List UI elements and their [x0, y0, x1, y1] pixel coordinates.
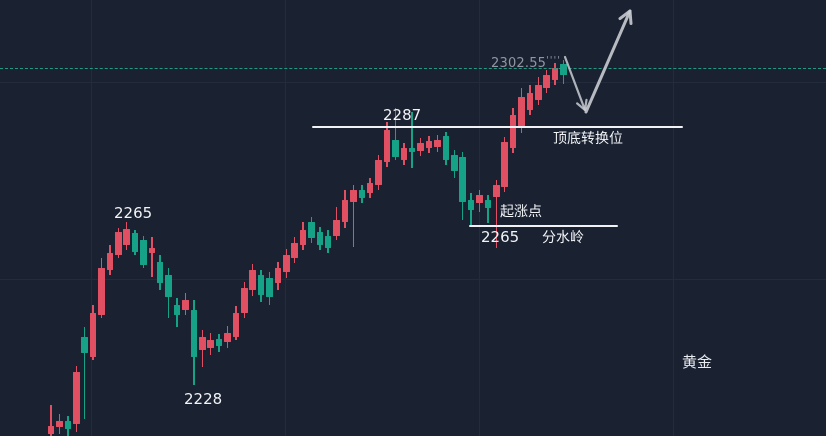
candle-body [148, 248, 156, 253]
candle-body [484, 199, 492, 209]
candle-body [341, 199, 349, 222]
candle-body [392, 140, 399, 157]
support-note-above-label[interactable]: 起涨点 [500, 204, 542, 220]
candle-wick [352, 184, 355, 247]
candle-body [64, 421, 71, 430]
candle-body [308, 221, 315, 238]
candle-body [47, 426, 55, 434]
candle-body [509, 114, 517, 148]
bar-countdown-ticks: '''' [546, 55, 561, 66]
gridline-vertical [91, 0, 92, 436]
candle-body [257, 275, 265, 295]
candle-body [81, 337, 88, 353]
candle-body [375, 159, 382, 185]
swing-low-label[interactable]: 2228 [184, 390, 223, 408]
candle-body [467, 199, 475, 210]
candle-body [291, 242, 298, 258]
candle-wick [411, 112, 413, 169]
candle-body [199, 337, 206, 350]
candle-body [383, 129, 391, 162]
swing-high-label[interactable]: 2265 [114, 204, 153, 222]
resistance-note-label[interactable]: 顶底转换位 [553, 131, 623, 147]
candle-body [131, 233, 139, 252]
gridline-horizontal [0, 279, 826, 280]
candle-body [73, 371, 80, 424]
current-price-line [0, 68, 826, 69]
candle-body [560, 64, 567, 75]
candle-body [350, 190, 357, 202]
candle-body [207, 340, 214, 348]
candle-body [123, 229, 130, 246]
candle-body [274, 267, 282, 283]
candle-body [249, 270, 256, 290]
candle-body [476, 194, 483, 203]
candle-body [89, 313, 97, 357]
candle-body [526, 92, 533, 111]
gridline-vertical [479, 0, 480, 436]
candle-body [241, 288, 248, 313]
candle-wick [495, 180, 497, 249]
support-note-right-label[interactable]: 分水岭 [542, 230, 584, 246]
candle-body [224, 333, 231, 342]
candle-body [400, 147, 408, 160]
candle-body [451, 155, 458, 172]
candle-body [266, 277, 273, 298]
gridline-vertical [673, 0, 674, 436]
candle-body [543, 74, 550, 89]
candle-body [115, 232, 122, 255]
projection-arrow-down-icon[interactable] [563, 55, 588, 112]
candle-body [408, 147, 416, 152]
candle-body [434, 140, 441, 148]
candle-body [551, 67, 559, 80]
symbol-text-label[interactable]: 黄金 [682, 353, 713, 371]
candle-body [106, 252, 114, 270]
projection-arrow-up-icon[interactable] [584, 9, 633, 114]
candle-body [324, 236, 332, 249]
candle-body [165, 275, 172, 298]
candle-body [215, 338, 223, 347]
resistance-price-label[interactable]: 2287 [383, 106, 422, 124]
candle-body [140, 239, 147, 265]
resistance-line-2287[interactable] [312, 126, 683, 128]
gridline-horizontal [0, 82, 826, 83]
gridline-vertical [285, 0, 286, 436]
candle-body [535, 85, 542, 101]
candle-body [358, 190, 366, 199]
support-price-label[interactable]: 2265 [481, 228, 520, 246]
candle-body [98, 267, 105, 316]
candle-body [366, 183, 374, 194]
candle-body [459, 156, 466, 203]
candle-body [501, 141, 508, 187]
support-line-2265[interactable] [469, 225, 618, 227]
projection-arrows[interactable] [550, 0, 660, 132]
candle-body [156, 261, 164, 283]
candle-body [417, 143, 424, 151]
candle-body [518, 97, 525, 129]
candle-body [56, 421, 63, 427]
current-price-label: 2302.55 [491, 56, 547, 71]
candle-body [425, 141, 433, 148]
candle-wick [50, 405, 52, 436]
candle-wick [151, 236, 153, 277]
candle-body [283, 255, 290, 273]
candle-wick [487, 194, 489, 224]
candle-body [173, 304, 181, 316]
candle-wick [83, 327, 86, 420]
candle-body [442, 135, 450, 160]
candle-body [316, 232, 324, 246]
candle-body [190, 310, 198, 357]
candle-body [232, 313, 240, 338]
candle-body [493, 184, 500, 197]
candle-wick [394, 107, 397, 160]
candle-body [299, 230, 307, 246]
candle-body [333, 220, 340, 236]
candle-body [182, 300, 189, 310]
